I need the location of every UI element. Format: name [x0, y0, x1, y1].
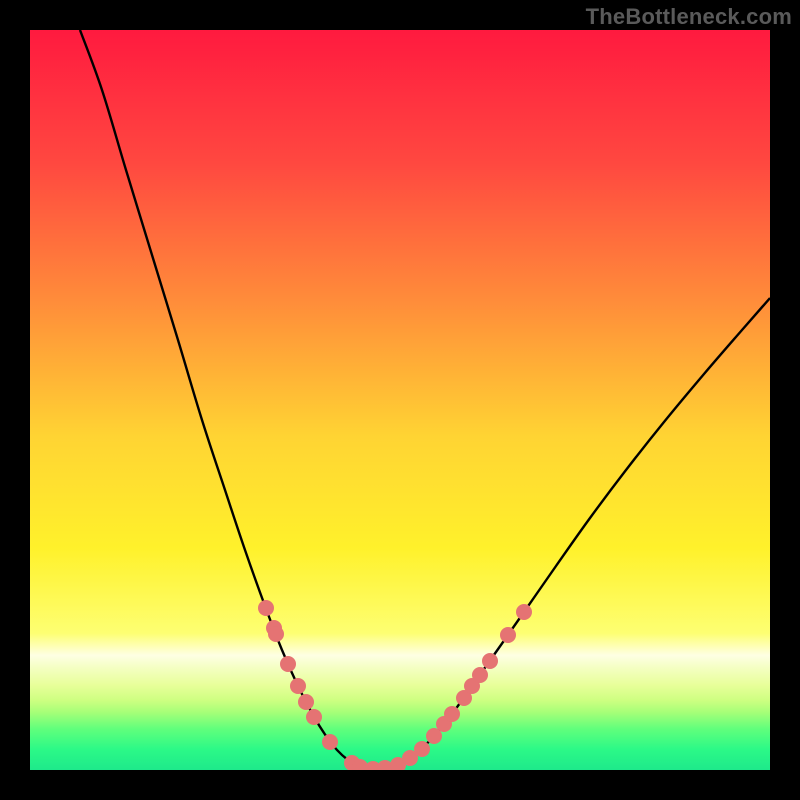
- chart-frame: TheBottleneck.com: [0, 0, 800, 800]
- data-point: [444, 706, 460, 722]
- bottleneck-plot: [30, 30, 770, 770]
- data-point: [298, 694, 314, 710]
- data-point: [290, 678, 306, 694]
- data-point: [516, 604, 532, 620]
- data-point: [414, 741, 430, 757]
- data-point: [482, 653, 498, 669]
- data-point: [500, 627, 516, 643]
- data-point: [258, 600, 274, 616]
- data-point: [280, 656, 296, 672]
- data-point: [472, 667, 488, 683]
- data-point: [322, 734, 338, 750]
- watermark-label: TheBottleneck.com: [586, 4, 792, 30]
- data-point: [268, 626, 284, 642]
- plot-background: [30, 30, 770, 770]
- data-point: [306, 709, 322, 725]
